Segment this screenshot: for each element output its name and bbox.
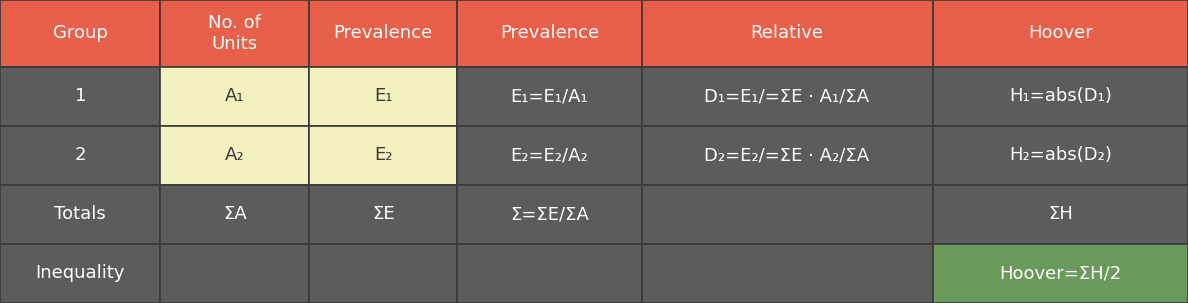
- Bar: [0, 67, 160, 126]
- Text: E₂: E₂: [374, 146, 392, 164]
- Text: H₂=abs(D₂): H₂=abs(D₂): [1009, 146, 1112, 164]
- Bar: [457, 0, 642, 67]
- Bar: [933, 0, 1188, 67]
- Text: Hoover=ΣH/2: Hoover=ΣH/2: [999, 265, 1121, 282]
- Bar: [642, 126, 933, 185]
- Bar: [309, 67, 457, 126]
- Bar: [309, 0, 457, 67]
- Text: D₁=E₁/=ΣE · A₁/ΣA: D₁=E₁/=ΣE · A₁/ΣA: [704, 87, 870, 105]
- Text: Hoover: Hoover: [1028, 24, 1093, 42]
- Bar: [642, 244, 933, 303]
- Text: Totals: Totals: [55, 205, 106, 223]
- Bar: [160, 126, 309, 185]
- Text: Prevalence: Prevalence: [334, 24, 432, 42]
- Bar: [160, 244, 309, 303]
- Text: E₂=E₂/A₂: E₂=E₂/A₂: [511, 146, 588, 164]
- Bar: [457, 126, 642, 185]
- Text: Prevalence: Prevalence: [500, 24, 599, 42]
- Bar: [642, 67, 933, 126]
- Text: ΣE: ΣE: [372, 205, 394, 223]
- Text: A₂: A₂: [225, 146, 245, 164]
- Text: E₁: E₁: [374, 87, 392, 105]
- Bar: [160, 67, 309, 126]
- Text: ΣH: ΣH: [1048, 205, 1073, 223]
- Text: 1: 1: [75, 87, 86, 105]
- Bar: [457, 244, 642, 303]
- Bar: [160, 0, 309, 67]
- Text: ΣA: ΣA: [223, 205, 246, 223]
- Bar: [0, 0, 160, 67]
- Bar: [457, 67, 642, 126]
- Bar: [642, 0, 933, 67]
- Text: Σ=ΣE/ΣA: Σ=ΣE/ΣA: [510, 205, 589, 223]
- Text: H₁=abs(D₁): H₁=abs(D₁): [1009, 87, 1112, 105]
- Text: Inequality: Inequality: [36, 265, 125, 282]
- Text: A₁: A₁: [225, 87, 245, 105]
- Bar: [933, 126, 1188, 185]
- Bar: [160, 185, 309, 244]
- Bar: [309, 126, 457, 185]
- Bar: [642, 185, 933, 244]
- Bar: [309, 244, 457, 303]
- Text: D₂=E₂/=ΣE · A₂/ΣA: D₂=E₂/=ΣE · A₂/ΣA: [704, 146, 870, 164]
- Bar: [309, 185, 457, 244]
- Bar: [457, 185, 642, 244]
- Bar: [0, 126, 160, 185]
- Bar: [933, 244, 1188, 303]
- Text: Relative: Relative: [751, 24, 823, 42]
- Bar: [933, 185, 1188, 244]
- Text: Group: Group: [52, 24, 108, 42]
- Text: No. of
Units: No. of Units: [208, 14, 261, 53]
- Text: 2: 2: [75, 146, 86, 164]
- Bar: [0, 185, 160, 244]
- Bar: [933, 67, 1188, 126]
- Bar: [0, 244, 160, 303]
- Text: E₁=E₁/A₁: E₁=E₁/A₁: [511, 87, 588, 105]
